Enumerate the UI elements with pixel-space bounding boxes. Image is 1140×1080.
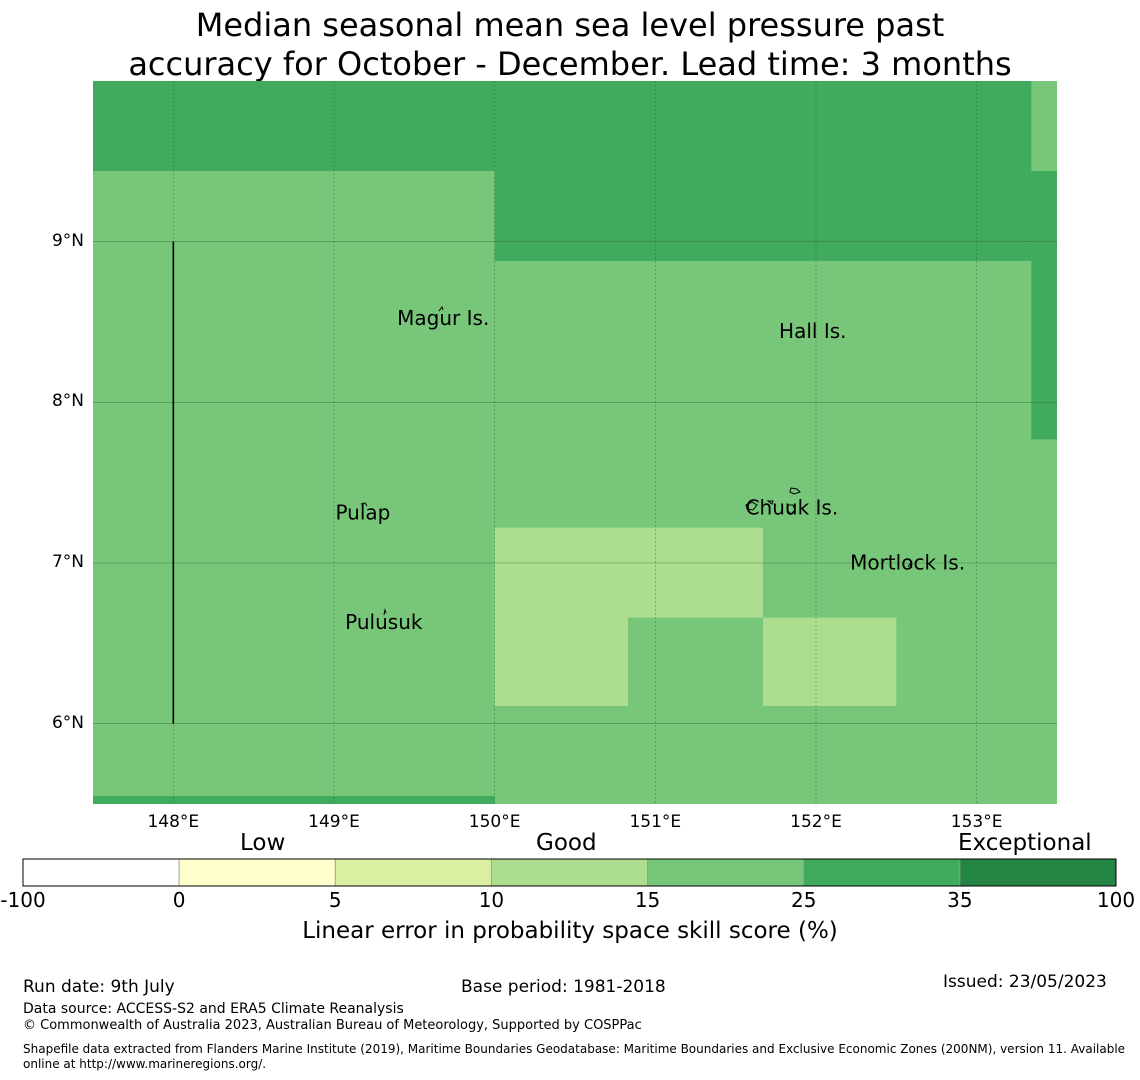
- chuuk-south-islet-outline: [787, 504, 796, 515]
- lat-tick-label: 9°N: [51, 230, 84, 251]
- skill-region-2: [1031, 170, 1057, 440]
- chart-title: Median seasonal mean sea level pressure …: [0, 6, 1140, 84]
- island-label: Mortlock Is.: [850, 550, 965, 574]
- skill-region-1: [494, 81, 1032, 261]
- skill-region-6: [762, 617, 897, 706]
- skill-region-3: [93, 795, 495, 804]
- shapefile-credit-line-2: online at http://www.marineregions.org/.: [23, 1057, 267, 1071]
- base-period: Base period: 1981-2018: [461, 977, 666, 997]
- island-label: Pulusuk: [345, 610, 423, 634]
- pulusuk-island-outline: [383, 608, 387, 616]
- colorbar-segment: [178, 858, 336, 887]
- colorbar-frame: [22, 858, 1117, 887]
- title-line-1: Median seasonal mean sea level pressure …: [195, 6, 945, 44]
- lon-tick-label: 149°E: [308, 812, 360, 832]
- skill-region-4: [494, 527, 763, 618]
- colorbar-tick-label: 5: [328, 888, 342, 912]
- magur-island-outline: [438, 305, 444, 312]
- copyright-notice: © Commonwealth of Australia 2023, Austra…: [23, 1018, 642, 1033]
- colorbar-tick-label: 100: [1096, 888, 1136, 912]
- island-label: Magur Is.: [397, 306, 489, 330]
- island-label: Hall Is.: [779, 319, 846, 343]
- lat-tick-label: 6°N: [51, 712, 84, 733]
- colorbar-segment: [803, 858, 961, 887]
- colorbar-segment: [959, 858, 1117, 887]
- run-date: Run date: 9th July: [23, 977, 175, 997]
- chuuk-islet-outline: [766, 500, 774, 505]
- lon-tick-label: 150°E: [468, 812, 521, 832]
- lon-tick-label: 148°E: [147, 812, 200, 832]
- colorbar-segment: [22, 858, 180, 887]
- colorbar-tick-label: 0: [172, 888, 186, 912]
- mortlock-island-outline: [907, 563, 913, 569]
- lon-tick-label: 152°E: [790, 812, 842, 832]
- colorbar-segment: [334, 858, 492, 887]
- colorbar-tick-label: 25: [790, 888, 817, 912]
- skill-region-0: [93, 81, 495, 171]
- colorbar-axis-label: Linear error in probability space skill …: [302, 918, 838, 944]
- colorbar-low-label: Low: [240, 830, 286, 856]
- chuuk-west-islet-outline: [745, 501, 758, 511]
- data-source: Data source: ACCESS-S2 and ERA5 Climate …: [23, 1001, 404, 1017]
- title-line-2: accuracy for October - December. Lead ti…: [128, 45, 1012, 83]
- colorbar-good-label: Good: [536, 830, 597, 856]
- lon-tick-label: 153°E: [950, 812, 1003, 832]
- colorbar-tick-label: -100: [0, 888, 46, 912]
- island-label: Chuuk Is.: [746, 496, 839, 520]
- pulap-island-outline: [360, 502, 368, 507]
- shapefile-credit-line-1: Shapefile data extracted from Flanders M…: [23, 1042, 1126, 1056]
- lat-tick-label: 8°N: [51, 391, 84, 412]
- chuuk-island-outline: [789, 487, 801, 495]
- issued-date: Issued: 23/05/2023: [943, 972, 1107, 992]
- skill-region-5: [494, 617, 629, 706]
- colorbar-segment: [491, 858, 648, 887]
- colorbar-tick-label: 10: [478, 888, 505, 912]
- colorbar-segment: [647, 858, 805, 887]
- colorbar-tick-label: 15: [634, 888, 661, 912]
- island-label: Pulap: [335, 501, 390, 525]
- lon-tick-label: 151°E: [629, 812, 682, 832]
- lat-tick-label: 7°N: [51, 552, 84, 572]
- colorbar-exceptional-label: Exceptional: [958, 830, 1092, 856]
- colorbar-tick-label: 35: [947, 888, 973, 912]
